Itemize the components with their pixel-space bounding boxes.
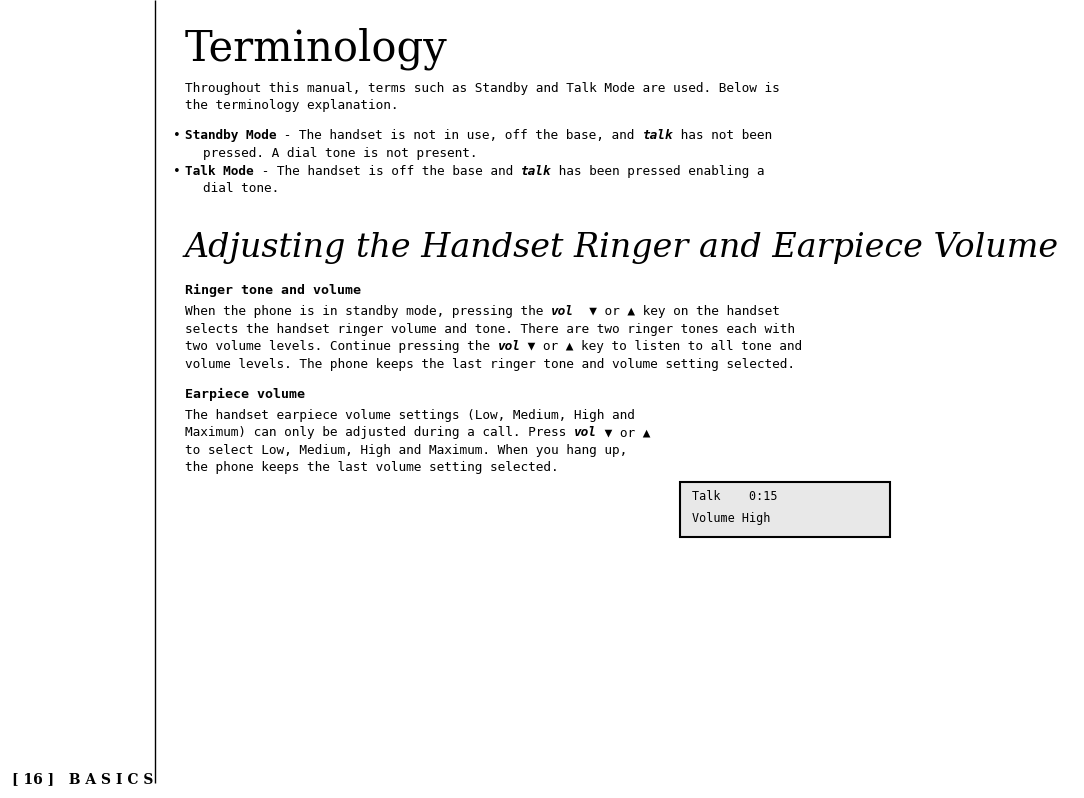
- Text: to select Low, Medium, High and Maximum. When you hang up,: to select Low, Medium, High and Maximum.…: [185, 444, 628, 457]
- Text: vol: vol: [498, 341, 520, 354]
- Text: Adjusting the Handset Ringer and Earpiece Volume: Adjusting the Handset Ringer and Earpiec…: [185, 232, 1059, 264]
- Text: Terminology: Terminology: [185, 28, 448, 70]
- Text: When the phone is in standby mode, pressing the: When the phone is in standby mode, press…: [185, 306, 551, 318]
- Text: has been pressed enabling a: has been pressed enabling a: [551, 165, 764, 178]
- Text: - The handset is off the base and: - The handset is off the base and: [254, 165, 520, 178]
- Text: The handset earpiece volume settings (Low, Medium, High and: The handset earpiece volume settings (Lo…: [185, 409, 635, 422]
- Text: Talk    0:15: Talk 0:15: [692, 490, 777, 503]
- Bar: [680, 482, 890, 537]
- Text: dial tone.: dial tone.: [203, 183, 280, 196]
- Text: ▼ or ▲: ▼ or ▲: [597, 426, 650, 440]
- Text: the terminology explanation.: the terminology explanation.: [185, 100, 399, 113]
- Text: Talk Mode: Talk Mode: [185, 165, 254, 178]
- Text: Maximum) can only be adjusted during a call. Press: Maximum) can only be adjusted during a c…: [185, 426, 573, 440]
- Text: ▼ or ▲ key to listen to all tone and: ▼ or ▲ key to listen to all tone and: [520, 341, 802, 354]
- Text: [ 16 ]   B A S I C S: [ 16 ] B A S I C S: [12, 772, 153, 786]
- Text: volume levels. The phone keeps the last ringer tone and volume setting selected.: volume levels. The phone keeps the last …: [185, 358, 795, 371]
- Text: Ringer tone and volume: Ringer tone and volume: [185, 284, 361, 297]
- Text: - The handset is not in use, off the base, and: - The handset is not in use, off the bas…: [276, 129, 643, 142]
- Text: talk: talk: [520, 165, 551, 178]
- Text: Earpiece volume: Earpiece volume: [185, 388, 305, 401]
- Text: pressed. A dial tone is not present.: pressed. A dial tone is not present.: [203, 147, 477, 160]
- Text: has not been: has not been: [673, 129, 772, 142]
- Text: two volume levels. Continue pressing the: two volume levels. Continue pressing the: [185, 341, 498, 354]
- Text: vol: vol: [551, 306, 573, 318]
- Text: •: •: [173, 165, 181, 178]
- Text: the phone keeps the last volume setting selected.: the phone keeps the last volume setting …: [185, 461, 558, 475]
- Text: Throughout this manual, terms such as Standby and Talk Mode are used. Below is: Throughout this manual, terms such as St…: [185, 82, 779, 95]
- Text: Standby Mode: Standby Mode: [185, 129, 276, 142]
- Text: •: •: [173, 129, 181, 142]
- Text: ▼ or ▲ key on the handset: ▼ or ▲ key on the handset: [573, 306, 779, 318]
- Text: talk: talk: [643, 129, 673, 142]
- Text: vol: vol: [573, 426, 597, 440]
- Text: selects the handset ringer volume and tone. There are two ringer tones each with: selects the handset ringer volume and to…: [185, 323, 795, 336]
- Text: Volume High: Volume High: [692, 512, 771, 525]
